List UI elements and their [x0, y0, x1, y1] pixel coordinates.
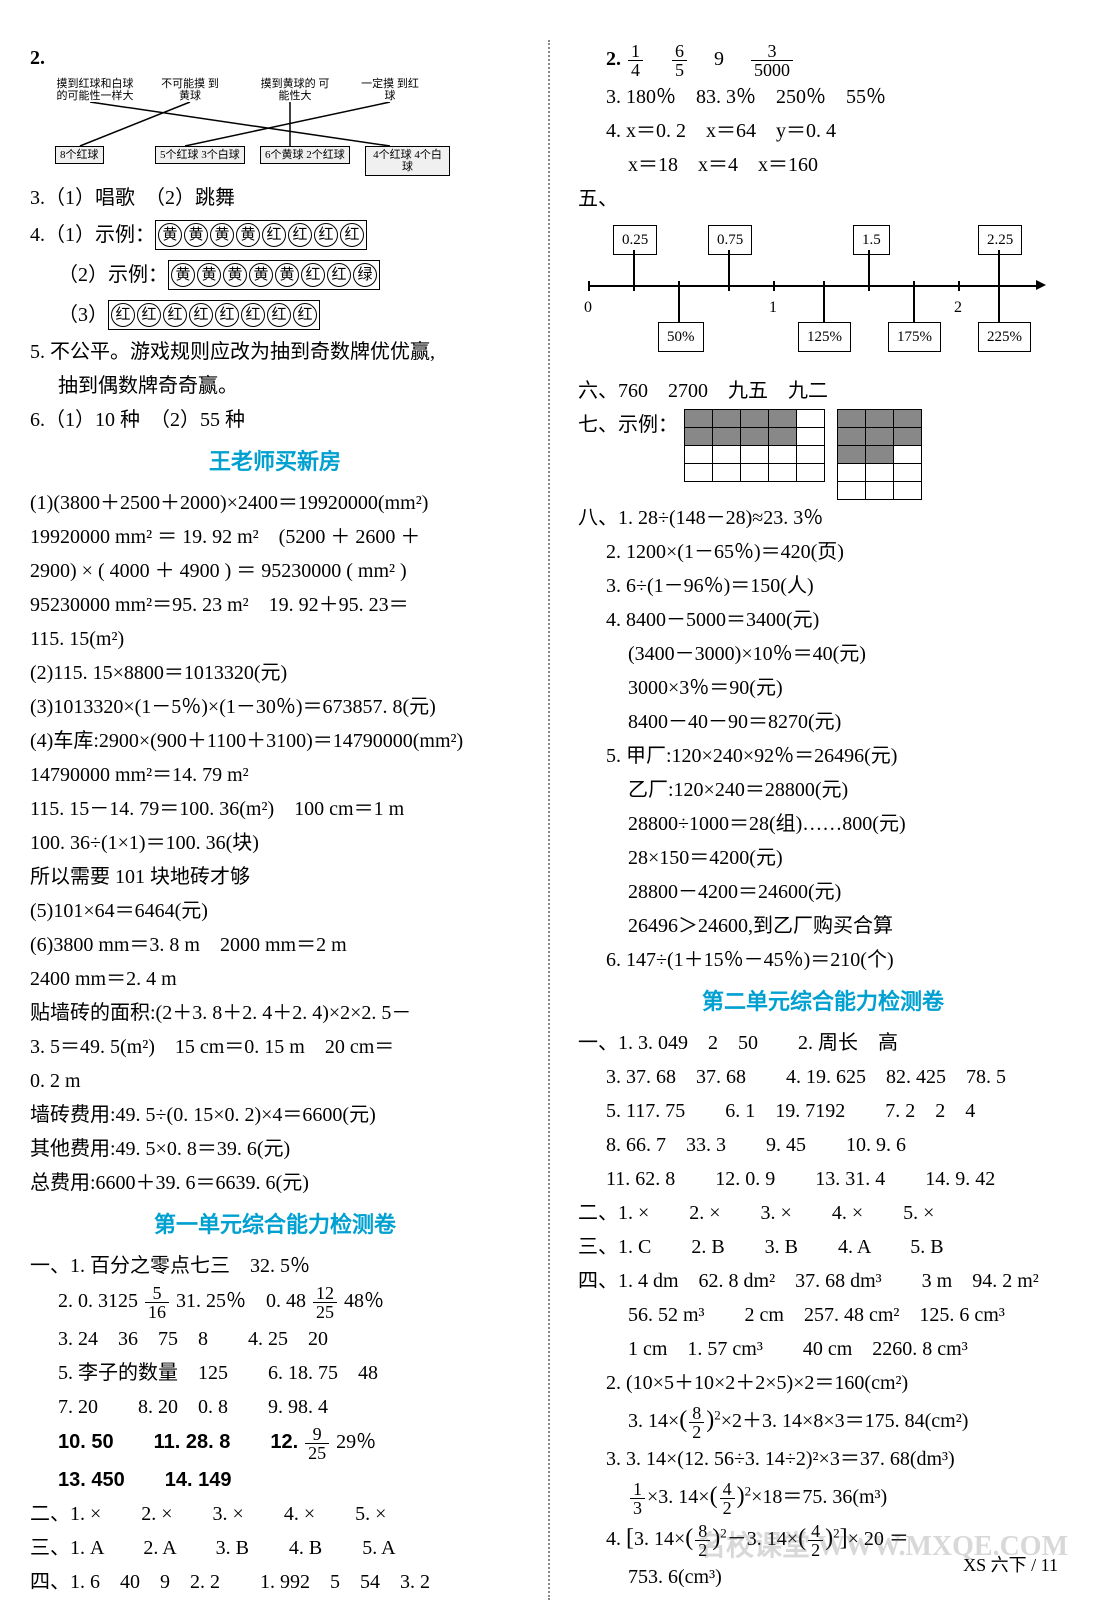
house-14: (6)3800 mm＝3. 8 m 2000 mm＝2 m [30, 929, 520, 961]
title-unit2: 第二单元综合能力检测卷 [578, 984, 1068, 1019]
match-box-4: 4个红球 4个白球 [365, 146, 450, 176]
column-divider [548, 40, 550, 1600]
r-liu: 六、760 2700 九五 九二 [578, 375, 1068, 407]
ba-13: 26496＞24600,到乙厂购买合算 [578, 910, 1068, 942]
u2yi-4: 8. 66. 7 33. 3 9. 45 10. 9. 6 [578, 1129, 1068, 1161]
grid-1 [684, 409, 825, 482]
q5b: 抽到偶数牌奇奇赢。 [30, 370, 520, 402]
house-6: (2)115. 15×8800＝1013320(元) [30, 657, 520, 689]
house-9: 14790000 mm²＝14. 79 m² [30, 759, 520, 791]
u2er: 二、1. × 2. × 3. × 4. × 5. × [578, 1197, 1068, 1229]
house-1: (1)(3800＋2500＋2000)×2400＝19920000(mm²) [30, 487, 520, 519]
house-2: 19920000 mm² ＝ 19. 92 m² (5200 ＋ 2600 ＋ [30, 521, 520, 553]
house-5: 115. 15(m²) [30, 623, 520, 655]
house-21: 总费用:6600＋39. 6＝6639. 6(元) [30, 1167, 520, 1199]
house-19: 墙砖费用:49. 5÷(0. 15×0. 2)×4＝6600(元) [30, 1099, 520, 1131]
house-4: 95230000 mm²＝95. 23 m² 19. 92＋95. 23＝ [30, 589, 520, 621]
ba-2: 2. 1200×(1－65％)＝420(页) [578, 536, 1068, 568]
matching-diagram: 摸到红球和白球 的可能性一样大 不可能摸 到黄球 摸到黄球的 可能性大 一定摸 … [50, 78, 450, 178]
ba-5: (3400－3000)×10％＝40(元) [578, 638, 1068, 670]
match-label-1: 摸到红球和白球 的可能性一样大 [50, 78, 140, 102]
r-q4b: x＝18 x＝4 x＝160 [578, 149, 1068, 181]
number-line: 0.25 0.75 1.5 2.25 0 1 2 50% 125% 175% 2… [578, 225, 1058, 365]
house-15: 2400 mm＝2. 4 m [30, 963, 520, 995]
u1-yi10: 10. 50 11. 28. 8 12. 925 29％ [30, 1425, 520, 1462]
house-10: 115. 15－14. 79＝100. 36(m²) 100 cm＝1 m [30, 793, 520, 825]
title-house: 王老师买新房 [30, 444, 520, 479]
u2san: 三、1. C 2. B 3. B 4. A 5. B [578, 1231, 1068, 1263]
u2yi-5: 11. 62. 8 12. 0. 9 13. 31. 4 14. 9. 42 [578, 1163, 1068, 1195]
u1-yi2: 2. 0. 3125 516 31. 25％ 0. 48 1225 48％ [30, 1284, 520, 1321]
u1-er: 二、1. × 2. × 3. × 4. × 5. × [30, 1498, 520, 1530]
house-17: 3. 5＝49. 5(m²) 15 cm＝0. 15 m 20 cm＝ [30, 1031, 520, 1063]
u1-yi5: 5. 李子的数量 125 6. 18. 75 48 [30, 1357, 520, 1389]
house-18: 0. 2 m [30, 1065, 520, 1097]
house-3: 2900) × ( 4000 ＋ 4900 ) ＝ 95230000 ( mm²… [30, 555, 520, 587]
u2si1c: 1 cm 1. 57 cm³ 40 cm 2260. 8 cm³ [578, 1333, 1068, 1365]
house-16: 贴墙砖的面积:(2＋3. 8＋2. 4＋2. 4)×2×2. 5－ [30, 997, 520, 1029]
house-20: 其他费用:49. 5×0. 8＝39. 6(元) [30, 1133, 520, 1165]
match-box-3: 6个黄球 2个红球 [260, 146, 350, 164]
match-label-2: 不可能摸 到黄球 [160, 78, 220, 102]
u2si1: 四、1. 4 dm 62. 8 dm² 37. 68 dm³ 3 m 94. 2… [578, 1265, 1068, 1297]
house-7: (3)1013320×(1－5％)×(1－30％)＝673857. 8(元) [30, 691, 520, 723]
ba-11: 28×150＝4200(元) [578, 842, 1068, 874]
q2-label: 2. [30, 42, 520, 74]
ba-10: 28800÷1000＝28(组)……800(元) [578, 808, 1068, 840]
house-11: 100. 36÷(1×1)＝100. 36(块) [30, 827, 520, 859]
title-unit1: 第一单元综合能力检测卷 [30, 1207, 520, 1242]
box-row-3: 红 红 红 红 红 红 红 红 [108, 300, 320, 330]
u2si1b: 56. 52 m³ 2 cm 257. 48 cm² 125. 6 cm³ [578, 1299, 1068, 1331]
box-row-1: 黄 黄 黄 黄 红 红 红 红 [155, 220, 367, 250]
grid-2 [837, 409, 922, 500]
u1-yi1: 一、1. 百分之零点七三 32. 5％ [30, 1250, 520, 1282]
u1-yi3: 3. 24 36 75 8 4. 25 20 [30, 1323, 520, 1355]
match-label-3: 摸到黄球的 可能性大 [260, 78, 330, 102]
left-column: 2. 摸到红球和白球 的可能性一样大 不可能摸 到黄球 摸到黄球的 可能性大 一… [30, 40, 520, 1600]
q4-1: 4.（1）示例： 黄 黄 黄 黄 红 红 红 红 [30, 216, 520, 254]
match-label-4: 一定摸 到红球 [360, 78, 420, 102]
match-box-1: 8个红球 [55, 146, 104, 164]
ba-8: 5. 甲厂:120×240×92％＝26496(元) [578, 740, 1068, 772]
u2si2a: 2. (10×5＋10×2＋2×5)×2＝160(cm²) [578, 1367, 1068, 1399]
ba-14: 6. 147÷(1＋15％－45％)＝210(个) [578, 944, 1068, 976]
ba-12: 28800－4200＝24600(元) [578, 876, 1068, 908]
match-box-2: 5个红球 3个白球 [155, 146, 245, 164]
u2yi-3: 5. 117. 75 6. 1 19. 7192 7. 2 2 4 [578, 1095, 1068, 1127]
ba-6: 3000×3％＝90(元) [578, 672, 1068, 704]
house-13: (5)101×64＝6464(元) [30, 895, 520, 927]
box-row-2: 黄 黄 黄 黄 黄 红 红 绿 [168, 260, 380, 290]
u2si3a: 3. 3. 14×(12. 56÷3. 14÷2)²×3＝37. 68(dm³) [578, 1443, 1068, 1475]
q6: 6.（1）10 种 （2）55 种 [30, 404, 520, 436]
q4-2: （2）示例： 黄 黄 黄 黄 黄 红 红 绿 [30, 256, 520, 294]
q5a: 5. 不公平。游戏规则应改为抽到奇数牌优优赢, [30, 336, 520, 368]
q3: 3.（1）唱歌 （2）跳舞 [30, 182, 520, 214]
q4-3: （3） 红 红 红 红 红 红 红 红 [30, 296, 520, 334]
r-qi: 七、示例： [578, 409, 1068, 500]
u2yi-1: 一、1. 3. 049 2 50 2. 周长 高 [578, 1027, 1068, 1059]
watermark: 名校课堂 WWW.MXQE.COM [698, 1525, 1068, 1570]
house-8: (4)车库:2900×(900＋1100＋3100)＝14790000(mm²) [30, 725, 520, 757]
r-q4a: 4. x＝0. 2 x＝64 y＝0. 4 [578, 115, 1068, 147]
u2si2b: 3. 14×(82)2×2＋3. 14×8×3＝175. 84(cm²) [578, 1401, 1068, 1441]
match-lines [50, 102, 450, 146]
u2si3b: 13×3. 14×(42)2×18＝75. 36(m³) [578, 1477, 1068, 1517]
ba-9: 乙厂:120×240＝28800(元) [578, 774, 1068, 806]
ba-1: 八、1. 28÷(148－28)≈23. 3％ [578, 502, 1068, 534]
ba-7: 8400－40－90＝8270(元) [578, 706, 1068, 738]
u1-san: 三、1. A 2. A 3. B 4. B 5. A [30, 1532, 520, 1564]
ba-3: 3. 6÷(1－96％)＝150(人) [578, 570, 1068, 602]
house-12: 所以需要 101 块地砖才够 [30, 861, 520, 893]
u1-si: 四、1. 6 40 9 2. 2 1. 992 5 54 3. 2 [30, 1566, 520, 1598]
ba-4: 4. 8400－5000＝3400(元) [578, 604, 1068, 636]
right-column: 2. 14 65 9 35000 3. 180％ 83. 3％ 250％ 55％… [578, 40, 1068, 1600]
r-q2: 2. 14 65 9 35000 [578, 42, 1068, 79]
u2yi-2: 3. 37. 68 37. 68 4. 19. 625 82. 425 78. … [578, 1061, 1068, 1093]
r-q3: 3. 180％ 83. 3％ 250％ 55％ [578, 81, 1068, 113]
u1-yi13: 13. 450 14. 149 [30, 1464, 520, 1496]
r-wu: 五、 [578, 183, 1068, 215]
u1-yi7: 7. 20 8. 20 0. 8 9. 98. 4 [30, 1391, 520, 1423]
